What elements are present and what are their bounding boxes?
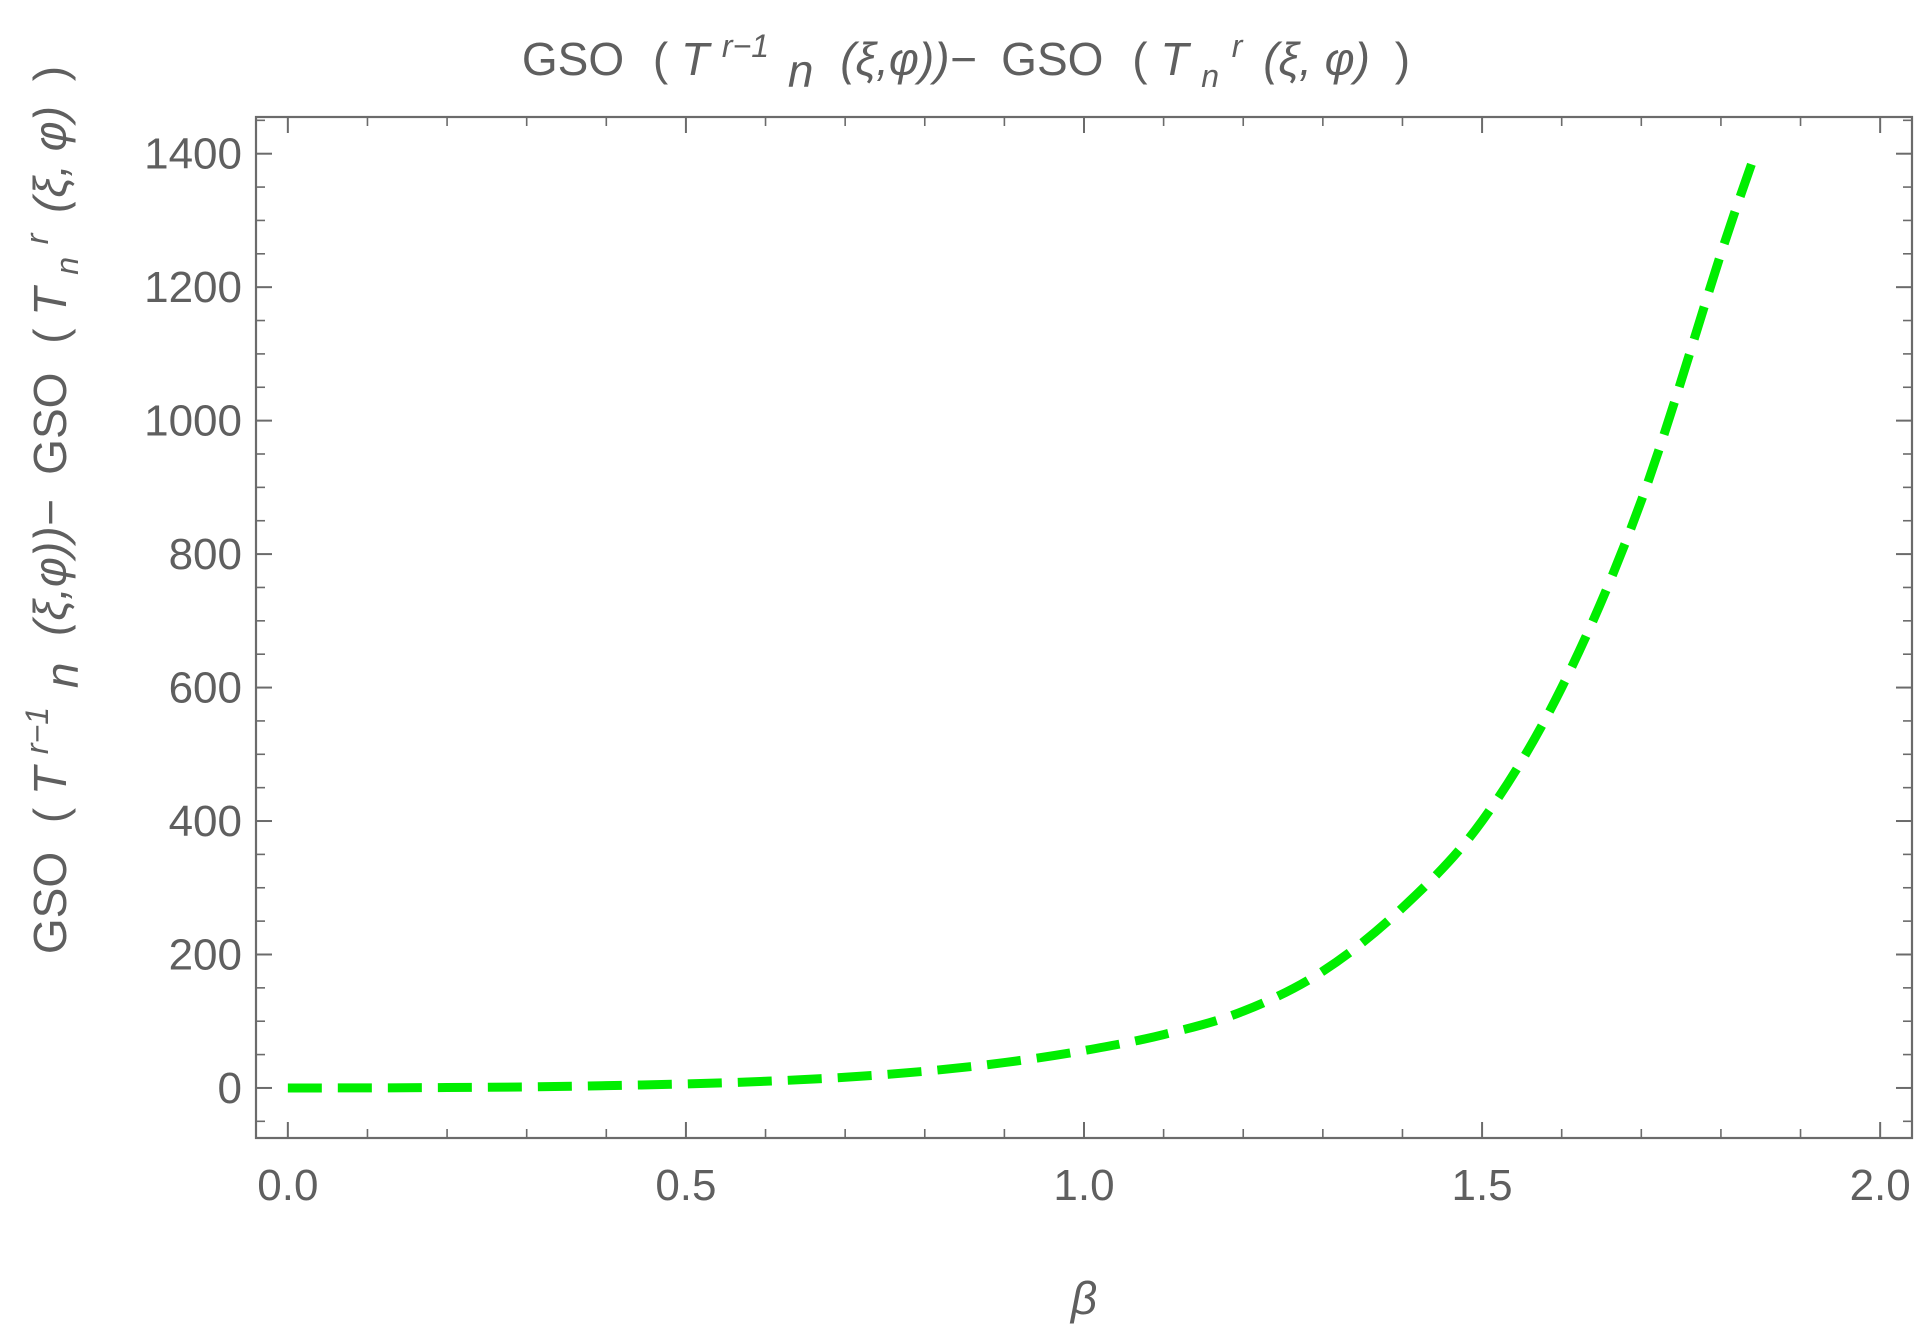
ylabel-args-1: (ξ,φ))− bbox=[24, 500, 76, 636]
ylabel-sub-1: n bbox=[36, 663, 88, 689]
x-tick-label: 1.5 bbox=[1451, 1161, 1512, 1210]
title-sup-1: r−1 bbox=[722, 28, 769, 64]
y-tick-label: 200 bbox=[169, 930, 242, 979]
ylabel-sup-2: r bbox=[19, 232, 55, 244]
chart-title: GSO ( T r−1 n (ξ,φ))− GSO ( T n r (ξ, φ)… bbox=[522, 15, 1410, 97]
x-tick-label: 1.0 bbox=[1053, 1161, 1114, 1210]
y-axis-label: GSO ( T r−1 n (ξ,φ))− GSO ( T n r (ξ, φ)… bbox=[6, 66, 88, 954]
title-args-1: (ξ,φ))− bbox=[840, 33, 976, 85]
title-T-1: T bbox=[681, 33, 712, 85]
ylabel-paren-close-2: ) bbox=[24, 66, 76, 81]
ylabel-sub-2: n bbox=[49, 257, 85, 275]
title-sup-2: r bbox=[1232, 28, 1244, 64]
ylabel-paren-1: ( bbox=[24, 807, 76, 823]
title-paren-2: ( bbox=[1132, 33, 1148, 85]
y-tick-label: 1000 bbox=[144, 397, 242, 446]
series-line bbox=[287, 158, 1758, 1093]
title-args-2: (ξ, φ) bbox=[1263, 33, 1370, 85]
axis-tick-labels: 0.0 0.5 1.0 1.5 2.0 0 200 400 600 800 1000 1200 1400 bbox=[144, 130, 1911, 1210]
ylabel-gso-1: GSO bbox=[24, 852, 76, 954]
ylabel-args-2: (ξ, φ) bbox=[24, 106, 76, 213]
y-tick-label: 1200 bbox=[144, 263, 242, 312]
y-tick-label: 800 bbox=[169, 530, 242, 579]
ylabel-gso-2: GSO bbox=[24, 373, 76, 475]
title-T-2: T bbox=[1160, 33, 1191, 85]
x-tick-label: 0.5 bbox=[655, 1161, 716, 1210]
y-tick-label: 1400 bbox=[144, 130, 242, 179]
title-sub-2: n bbox=[1201, 58, 1219, 94]
axis-ticks bbox=[256, 117, 1912, 1138]
x-tick-label: 0.0 bbox=[257, 1161, 318, 1210]
ylabel-paren-2: ( bbox=[24, 328, 76, 344]
title-paren-close-2: ) bbox=[1395, 33, 1410, 85]
title-paren-1: ( bbox=[653, 33, 669, 85]
ylabel-T-2: T bbox=[24, 285, 76, 316]
y-tick-label: 0 bbox=[218, 1064, 242, 1113]
plot-frame-rect bbox=[254, 115, 1914, 1140]
plot-frame bbox=[254, 115, 1914, 1140]
series-layer bbox=[287, 158, 1758, 1093]
title-gso-1: GSO bbox=[522, 33, 624, 85]
y-tick-label: 400 bbox=[169, 797, 242, 846]
x-tick-label: 2.0 bbox=[1850, 1161, 1911, 1210]
y-tick-label: 600 bbox=[169, 664, 242, 713]
title-sub-1: n bbox=[788, 45, 814, 97]
title-gso-2: GSO bbox=[1001, 33, 1103, 85]
ylabel-sup-1: r−1 bbox=[19, 707, 55, 754]
x-axis-label: β bbox=[1069, 1272, 1097, 1324]
ylabel-T-1: T bbox=[24, 764, 76, 795]
